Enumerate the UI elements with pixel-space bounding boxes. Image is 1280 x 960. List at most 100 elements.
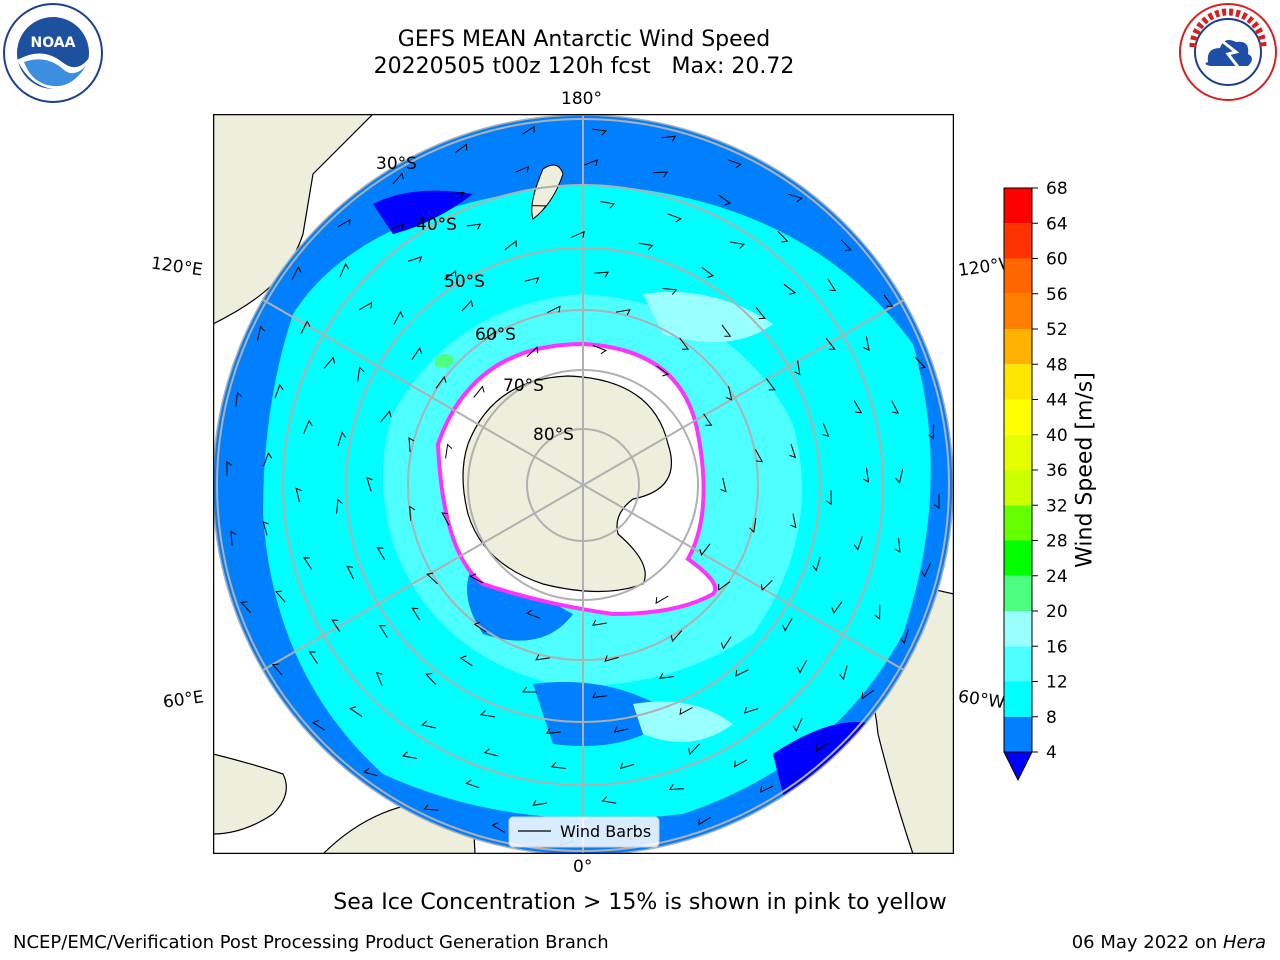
wind-barb xyxy=(425,673,437,685)
lat-label-50s: 50°S xyxy=(444,272,485,292)
colorbar-tick-label: 40 xyxy=(1046,426,1068,446)
wind-barb xyxy=(339,262,350,278)
wind-barb xyxy=(522,125,535,135)
wind-barb xyxy=(933,494,940,510)
wind-barb xyxy=(491,822,505,833)
wind-barb xyxy=(792,717,803,733)
wind-barb xyxy=(638,242,654,251)
wind-barb xyxy=(411,347,423,361)
wind-barb xyxy=(465,779,480,789)
wind-barb xyxy=(721,324,732,337)
wind-barb xyxy=(274,590,286,603)
wind-barb xyxy=(303,419,313,434)
wind-barbs xyxy=(226,125,940,846)
legend-label: Wind Barbs xyxy=(560,822,651,841)
wind-barb xyxy=(895,468,904,484)
lon-label-180: 180° xyxy=(561,89,602,109)
wind-barb xyxy=(777,230,789,243)
colorbar-band xyxy=(1004,646,1032,682)
noaa-logo-text: NOAA xyxy=(31,35,76,51)
wind-barb xyxy=(840,239,852,252)
wind-barb xyxy=(679,337,690,350)
wind-barb xyxy=(812,556,821,572)
colorbar-band xyxy=(1004,329,1032,365)
wind-barb xyxy=(393,310,404,325)
wind-barb xyxy=(262,521,269,536)
wind-barb xyxy=(449,191,465,198)
wind-barb xyxy=(592,128,608,136)
wind-barb xyxy=(363,768,378,777)
wind-barb xyxy=(679,707,693,716)
wind-barb xyxy=(455,143,468,154)
wind-barb xyxy=(655,595,669,605)
wind-barb xyxy=(524,277,540,284)
colorbar-tick-label: 64 xyxy=(1046,214,1068,234)
wind-barb xyxy=(336,498,343,514)
colorbar-band xyxy=(1004,434,1032,470)
lat-label-70s: 70°S xyxy=(503,376,544,396)
wind-barb xyxy=(263,452,273,467)
wind-barb xyxy=(390,222,404,230)
wind-barb xyxy=(545,727,561,734)
wind-barb xyxy=(782,618,793,632)
wind-barb xyxy=(483,748,499,757)
wind-barb xyxy=(783,283,797,295)
wind-barb xyxy=(337,431,346,447)
wind-barb xyxy=(547,305,561,314)
wind-barb xyxy=(349,706,363,717)
wind-barb xyxy=(656,365,670,377)
wind-barb xyxy=(504,240,517,250)
wind-barb xyxy=(815,742,829,752)
wind-barb xyxy=(366,477,373,492)
wind-barb xyxy=(661,135,677,142)
wind-barb xyxy=(483,330,497,340)
wind-barb xyxy=(274,383,284,399)
wind-barb xyxy=(411,607,421,621)
colorbar-tick-label: 24 xyxy=(1046,567,1068,587)
lat-label-30s: 30°S xyxy=(376,154,417,174)
colorbar-tick-label: 68 xyxy=(1046,180,1068,199)
wind-barb xyxy=(688,743,700,756)
colorbar-tick-label: 32 xyxy=(1046,496,1068,516)
wind-barb xyxy=(311,720,326,731)
wind-barb xyxy=(754,449,764,463)
wind-barb xyxy=(735,669,749,677)
map-title: GEFS MEAN Antarctic Wind Speed xyxy=(397,27,771,52)
colorbar-band xyxy=(1004,364,1032,400)
wind-barb xyxy=(662,287,678,295)
wind-barb xyxy=(380,410,392,423)
wind-barb xyxy=(459,655,473,667)
wind-barb xyxy=(441,512,450,526)
colorbar-tick-label: 4 xyxy=(1046,743,1057,763)
colorbar-band xyxy=(1004,505,1032,541)
wind-barb xyxy=(535,654,550,661)
wind-barb xyxy=(376,547,386,560)
colorbar-band xyxy=(1004,611,1032,647)
wind-barb xyxy=(790,513,797,529)
wind-barb xyxy=(862,467,870,483)
nws-logo xyxy=(1179,3,1277,101)
wind-barb xyxy=(303,557,313,570)
wind-barb xyxy=(480,710,496,718)
wind-barb xyxy=(822,423,830,437)
wind-barb xyxy=(461,299,473,312)
wind-barb xyxy=(789,443,797,459)
wind-barb xyxy=(230,530,237,546)
colorbar-tick-label: 20 xyxy=(1046,602,1068,622)
wind-barb xyxy=(402,751,417,759)
wind-barb xyxy=(668,784,684,791)
colorbar-band xyxy=(1004,716,1032,752)
datestamp: 06 May 2022 on Hera xyxy=(1072,932,1266,953)
lat-label-80s: 80°S xyxy=(533,425,574,445)
lon-label-0: 0° xyxy=(573,857,593,877)
wind-barb xyxy=(853,536,863,551)
datestamp-host: Hera xyxy=(1222,932,1266,953)
wind-barb xyxy=(861,689,875,700)
wind-barb xyxy=(827,278,837,292)
wind-barb xyxy=(749,518,757,534)
wind-barb xyxy=(550,761,566,769)
wind-barb xyxy=(300,320,311,335)
wind-barb xyxy=(392,172,404,185)
lon-label-60e: 60°E xyxy=(161,687,206,713)
wind-field-calm xyxy=(373,190,473,234)
